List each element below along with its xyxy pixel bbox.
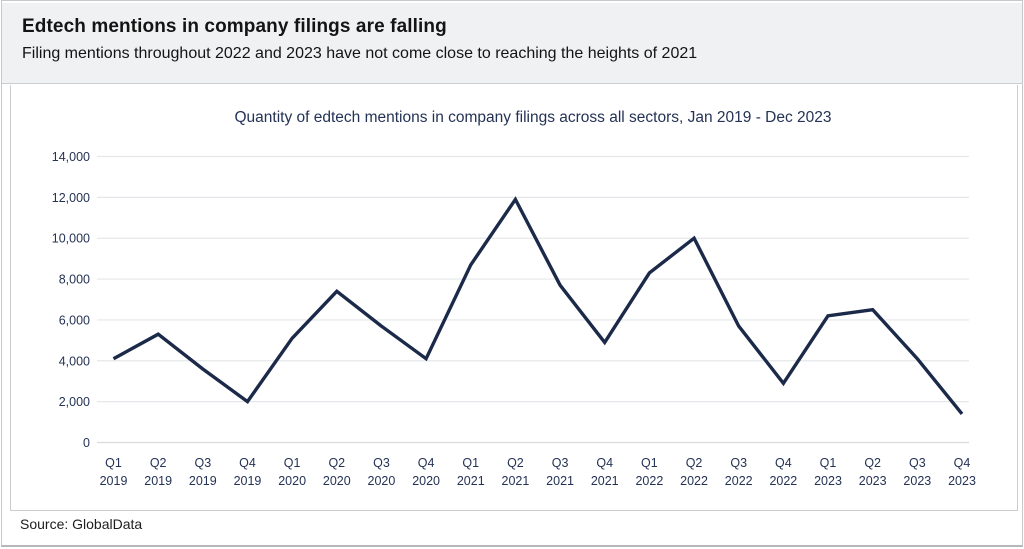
card-header: Edtech mentions in company filings are f… [2,3,1022,84]
x-tick-label-quarter: Q1 [105,456,122,470]
x-tick-label-year: 2020 [368,474,396,488]
y-tick-label: 6,000 [59,313,90,327]
x-tick-label-year: 2022 [635,474,663,488]
chart-title: Quantity of edtech mentions in company f… [234,109,832,126]
x-tick-label-quarter: Q1 [820,456,837,470]
y-tick-label: 14,000 [52,150,90,164]
x-tick-label-year: 2023 [859,474,887,488]
line-chart: 0 2,000 4,000 6,000 8,000 10,000 12,000 14,000 Q… [52,150,976,488]
x-tick-label-quarter: Q4 [954,456,971,470]
subheadline: Filing mentions throughout 2022 and 2023… [22,45,698,62]
x-tick-label-year: 2022 [680,474,708,488]
x-tick-label-year: 2023 [903,474,931,488]
x-tick-label-quarter: Q2 [686,456,703,470]
x-tick-label-quarter: Q3 [909,456,926,470]
x-tick-label-quarter: Q3 [373,456,390,470]
y-tick-label: 12,000 [52,191,90,205]
x-tick-label-quarter: Q3 [730,456,747,470]
x-tick-label-quarter: Q1 [462,456,479,470]
x-tick-label-quarter: Q1 [641,456,658,470]
x-tick-label-year: 2021 [546,474,574,488]
source-note: Source: GlobalData [20,516,143,532]
x-tick-label-quarter: Q2 [864,456,881,470]
y-tick-label: 0 [83,436,90,450]
x-tick-label-year: 2020 [323,474,351,488]
x-tick-label-quarter: Q4 [418,456,435,470]
x-tick-label-quarter: Q4 [239,456,256,470]
y-tick-label: 8,000 [59,273,90,287]
x-tick-label-quarter: Q3 [194,456,211,470]
x-tick-label-year: 2020 [412,474,440,488]
data-series-line [112,196,964,415]
y-tick-label: 4,000 [59,354,90,368]
x-tick-label-quarter: Q1 [284,456,301,470]
x-tick-label-quarter: Q2 [328,456,345,470]
x-tick-label-year: 2019 [234,474,262,488]
x-tick-label-year: 2022 [725,474,753,488]
x-tick-label-year: 2019 [100,474,128,488]
chart-panel: Quantity of edtech mentions in company f… [10,85,1018,511]
x-tick-label-quarter: Q4 [596,456,613,470]
x-tick-label-quarter: Q2 [150,456,167,470]
x-tick-label-year: 2019 [144,474,172,488]
x-tick-label-year: 2023 [814,474,842,488]
x-tick-label-year: 2023 [948,474,976,488]
x-tick-label-quarter: Q4 [775,456,792,470]
headline: Edtech mentions in company filings are f… [22,16,447,37]
x-tick-label-year: 2022 [769,474,797,488]
x-tick-label-year: 2021 [502,474,530,488]
x-tick-label-year: 2021 [591,474,619,488]
x-tick-label-year: 2020 [278,474,306,488]
x-tick-label-quarter: Q3 [552,456,569,470]
y-tick-label: 10,000 [52,232,90,246]
x-tick-label-quarter: Q2 [507,456,524,470]
x-tick-label-year: 2021 [457,474,485,488]
x-tick-label-year: 2019 [189,474,217,488]
y-tick-label: 2,000 [59,395,90,409]
